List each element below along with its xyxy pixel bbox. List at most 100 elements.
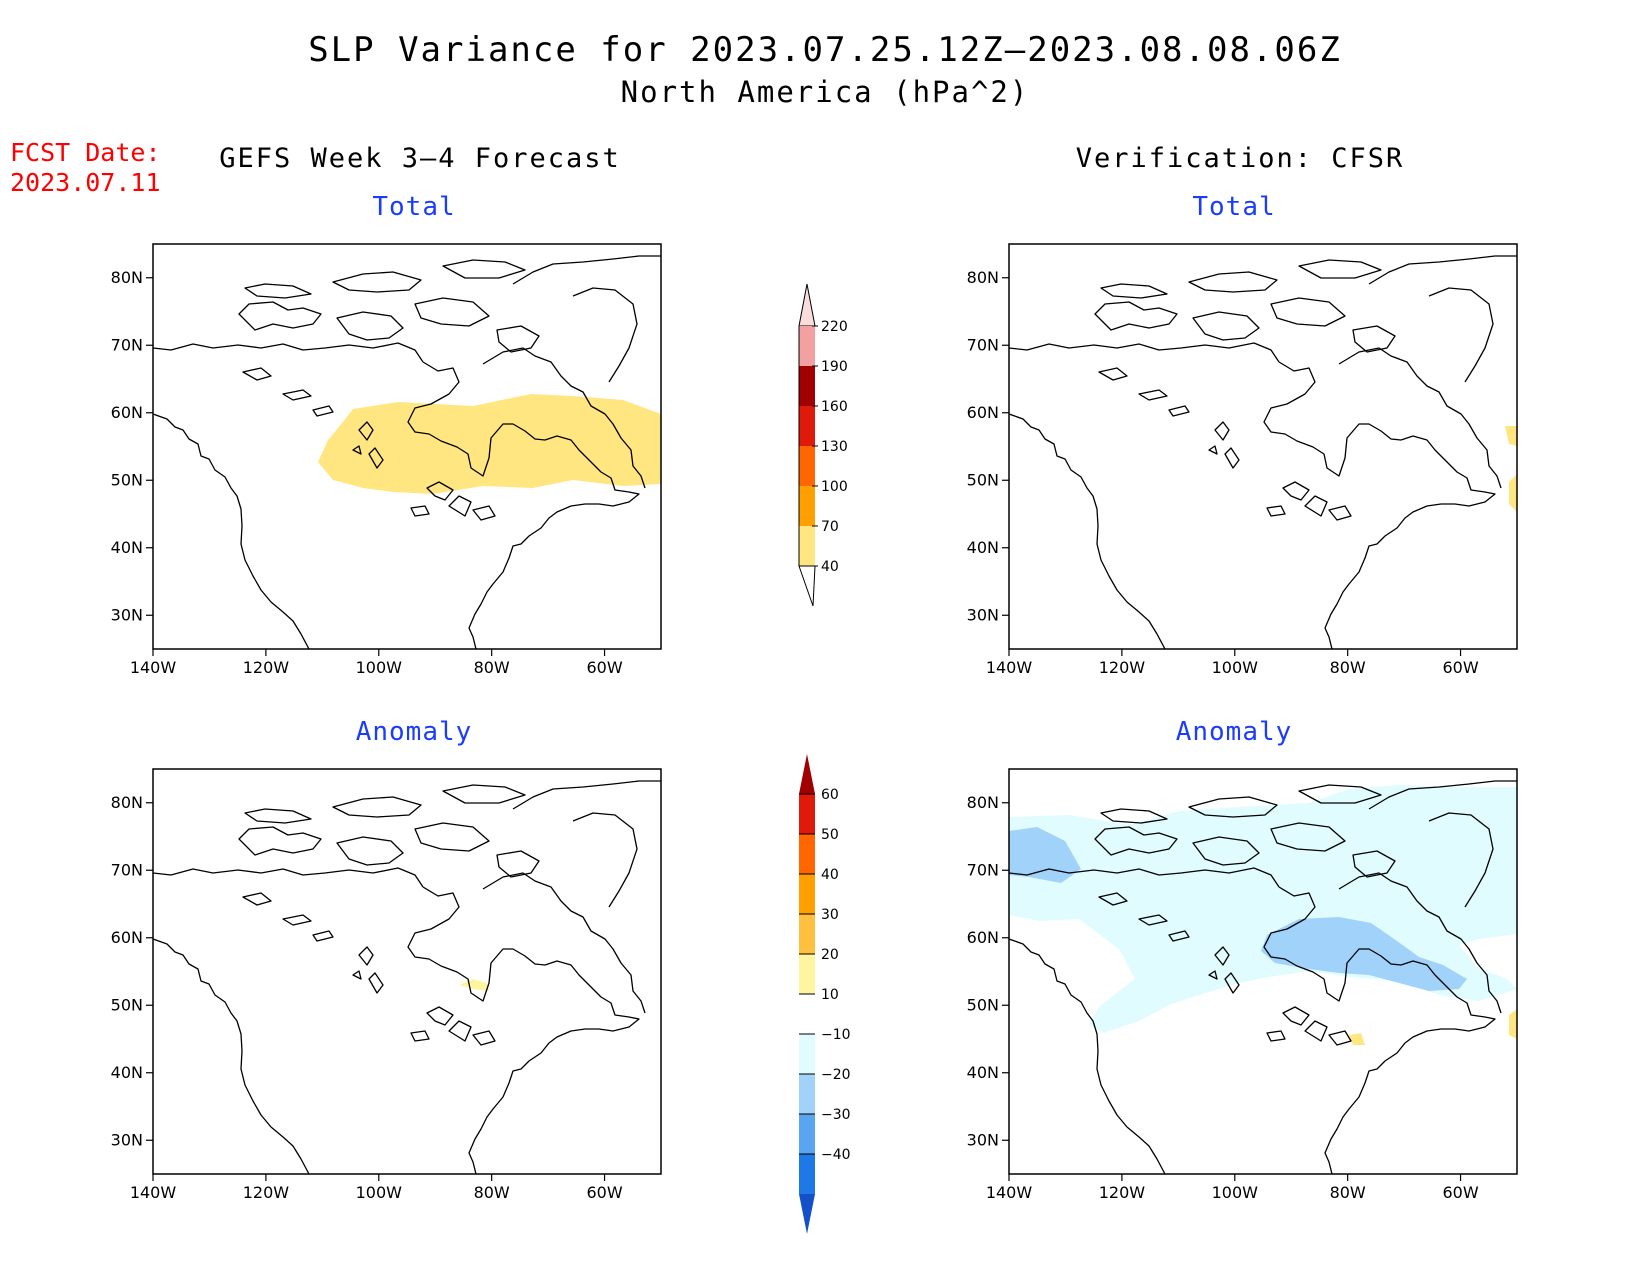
lon-tick-label: 120W: [1099, 658, 1146, 677]
lat-tick-label: 80N: [967, 793, 999, 812]
map-frame: [152, 768, 662, 1175]
colorbar-cap-bottom: [799, 1194, 815, 1234]
colorbar-label: 40: [821, 559, 839, 575]
shading-anomaly-neg10-neg20: [1009, 785, 1517, 1033]
lat-tick-label: 60N: [967, 928, 999, 947]
shading-total-40-70: [1505, 426, 1517, 446]
lon-tick-label: 80W: [474, 1183, 510, 1202]
colorbar-swatch: [799, 954, 815, 994]
lat-tick-label: 70N: [967, 860, 999, 879]
lat-tick-label: 50N: [967, 995, 999, 1014]
lon-tick-label: 100W: [356, 658, 403, 677]
colorbar-anomaly: 60 50 40 30 20 10 −10 −20 −30 −40: [799, 754, 851, 1234]
lon-tick-label: 140W: [986, 658, 1033, 677]
colorbar-label: −20: [821, 1067, 851, 1083]
colorbar-label: 70: [821, 519, 839, 535]
lat-tick-label: 60N: [111, 403, 143, 422]
lat-tick-label: 70N: [111, 335, 143, 354]
shading-total-40-70: [318, 394, 661, 494]
colorbar-swatch: [799, 874, 815, 914]
colorbar-swatch: [799, 1074, 815, 1114]
lat-tick-label: 40N: [111, 1063, 143, 1082]
colorbar-label: 40: [821, 867, 839, 883]
main-title: SLP Variance for 2023.07.25.12Z–2023.08.…: [308, 30, 1342, 70]
colorbar-label: 20: [821, 947, 839, 963]
map-panel-fcst-anomaly: [152, 768, 662, 1175]
lon-tick-label: 100W: [1212, 658, 1259, 677]
map-panel-fcst-total: [152, 243, 662, 650]
shading-anomaly-neg20-neg30: [1009, 827, 1081, 883]
colorbar-swatch: [799, 486, 815, 526]
map-panel-verif-anomaly: [1008, 768, 1518, 1175]
lat-tick-label: 30N: [967, 1130, 999, 1149]
lon-tick-label: 80W: [474, 658, 510, 677]
lon-tick-label: 60W: [586, 1183, 622, 1202]
lat-tick-label: 50N: [967, 470, 999, 489]
colorbar-label: −40: [821, 1147, 851, 1163]
left-column-title: GEFS Week 3–4 Forecast: [219, 143, 621, 174]
lat-tick-label: 30N: [111, 605, 143, 624]
lat-tick-label: 50N: [111, 470, 143, 489]
lat-tick-label: 60N: [111, 928, 143, 947]
lat-tick-label: 70N: [967, 335, 999, 354]
lat-tick-label: 80N: [967, 268, 999, 287]
main-subtitle: North America (hPa^2): [620, 75, 1030, 109]
colorbar-swatch: [799, 446, 815, 486]
lon-tick-label: 60W: [586, 658, 622, 677]
right-column-title: Verification: CFSR: [1075, 143, 1405, 174]
lon-tick-label: 100W: [1212, 1183, 1259, 1202]
lat-tick-label: 40N: [967, 1063, 999, 1082]
colorbar-swatch: [799, 526, 815, 566]
colorbar-cap-top: [798, 283, 816, 327]
colorbar-swatch: [799, 406, 815, 446]
colorbar-label: 60: [821, 787, 839, 803]
lon-tick-label: 80W: [1330, 658, 1366, 677]
colorbar-label: 130: [821, 439, 848, 455]
lat-tick-label: 80N: [111, 268, 143, 287]
colorbar-label: −30: [821, 1107, 851, 1123]
colorbar-label: 160: [821, 399, 848, 415]
colorbar-label: 30: [821, 907, 839, 923]
lat-tick-label: 80N: [111, 793, 143, 812]
colorbar-swatch: [799, 326, 815, 366]
lon-tick-label: 140W: [130, 1183, 177, 1202]
verif-total-title: Total: [1192, 192, 1276, 222]
colorbar-swatch: [799, 914, 815, 954]
lat-tick-label: 40N: [967, 538, 999, 557]
shading-anomaly-neg20-neg30: [1261, 917, 1467, 991]
map-frame: [152, 243, 662, 650]
colorbar-label: 220: [821, 319, 848, 335]
lon-tick-label: 100W: [356, 1183, 403, 1202]
map-panel-verif-total: [1008, 243, 1518, 650]
shading-total-40-70: [1509, 474, 1517, 512]
colorbar-label: 50: [821, 827, 839, 843]
shading-anomaly-10-20: [459, 979, 489, 991]
lon-tick-label: 80W: [1330, 1183, 1366, 1202]
lat-tick-label: 60N: [967, 403, 999, 422]
lat-tick-label: 30N: [111, 1130, 143, 1149]
fcst-total-title: Total: [372, 192, 456, 222]
colorbar-cap-top: [799, 754, 815, 794]
colorbar-swatch: [799, 994, 815, 1034]
lat-tick-label: 30N: [967, 605, 999, 624]
lon-tick-label: 120W: [243, 658, 290, 677]
lon-tick-label: 120W: [243, 1183, 290, 1202]
colorbar-swatch: [799, 366, 815, 406]
colorbar-swatch: [799, 1034, 815, 1074]
forecast-date-value: 2023.07.11: [10, 168, 161, 197]
colorbar-swatch: [799, 794, 815, 834]
shading-anomaly-10-20: [1509, 1009, 1517, 1039]
colorbar-swatch: [799, 1114, 815, 1154]
colorbar-label: 100: [821, 479, 848, 495]
map-frame: [1008, 243, 1518, 650]
shading-anomaly-10-20: [1349, 1033, 1365, 1045]
map-frame: [1008, 768, 1518, 1175]
verif-anomaly-title: Anomaly: [1175, 717, 1293, 747]
lon-tick-label: 60W: [1442, 1183, 1478, 1202]
colorbar-total: 220 190 160 130 100 70 40: [798, 283, 848, 607]
lon-tick-label: 140W: [130, 658, 177, 677]
colorbar-label: 10: [821, 987, 839, 1003]
colorbar-swatch: [799, 834, 815, 874]
colorbar-label: 190: [821, 359, 848, 375]
